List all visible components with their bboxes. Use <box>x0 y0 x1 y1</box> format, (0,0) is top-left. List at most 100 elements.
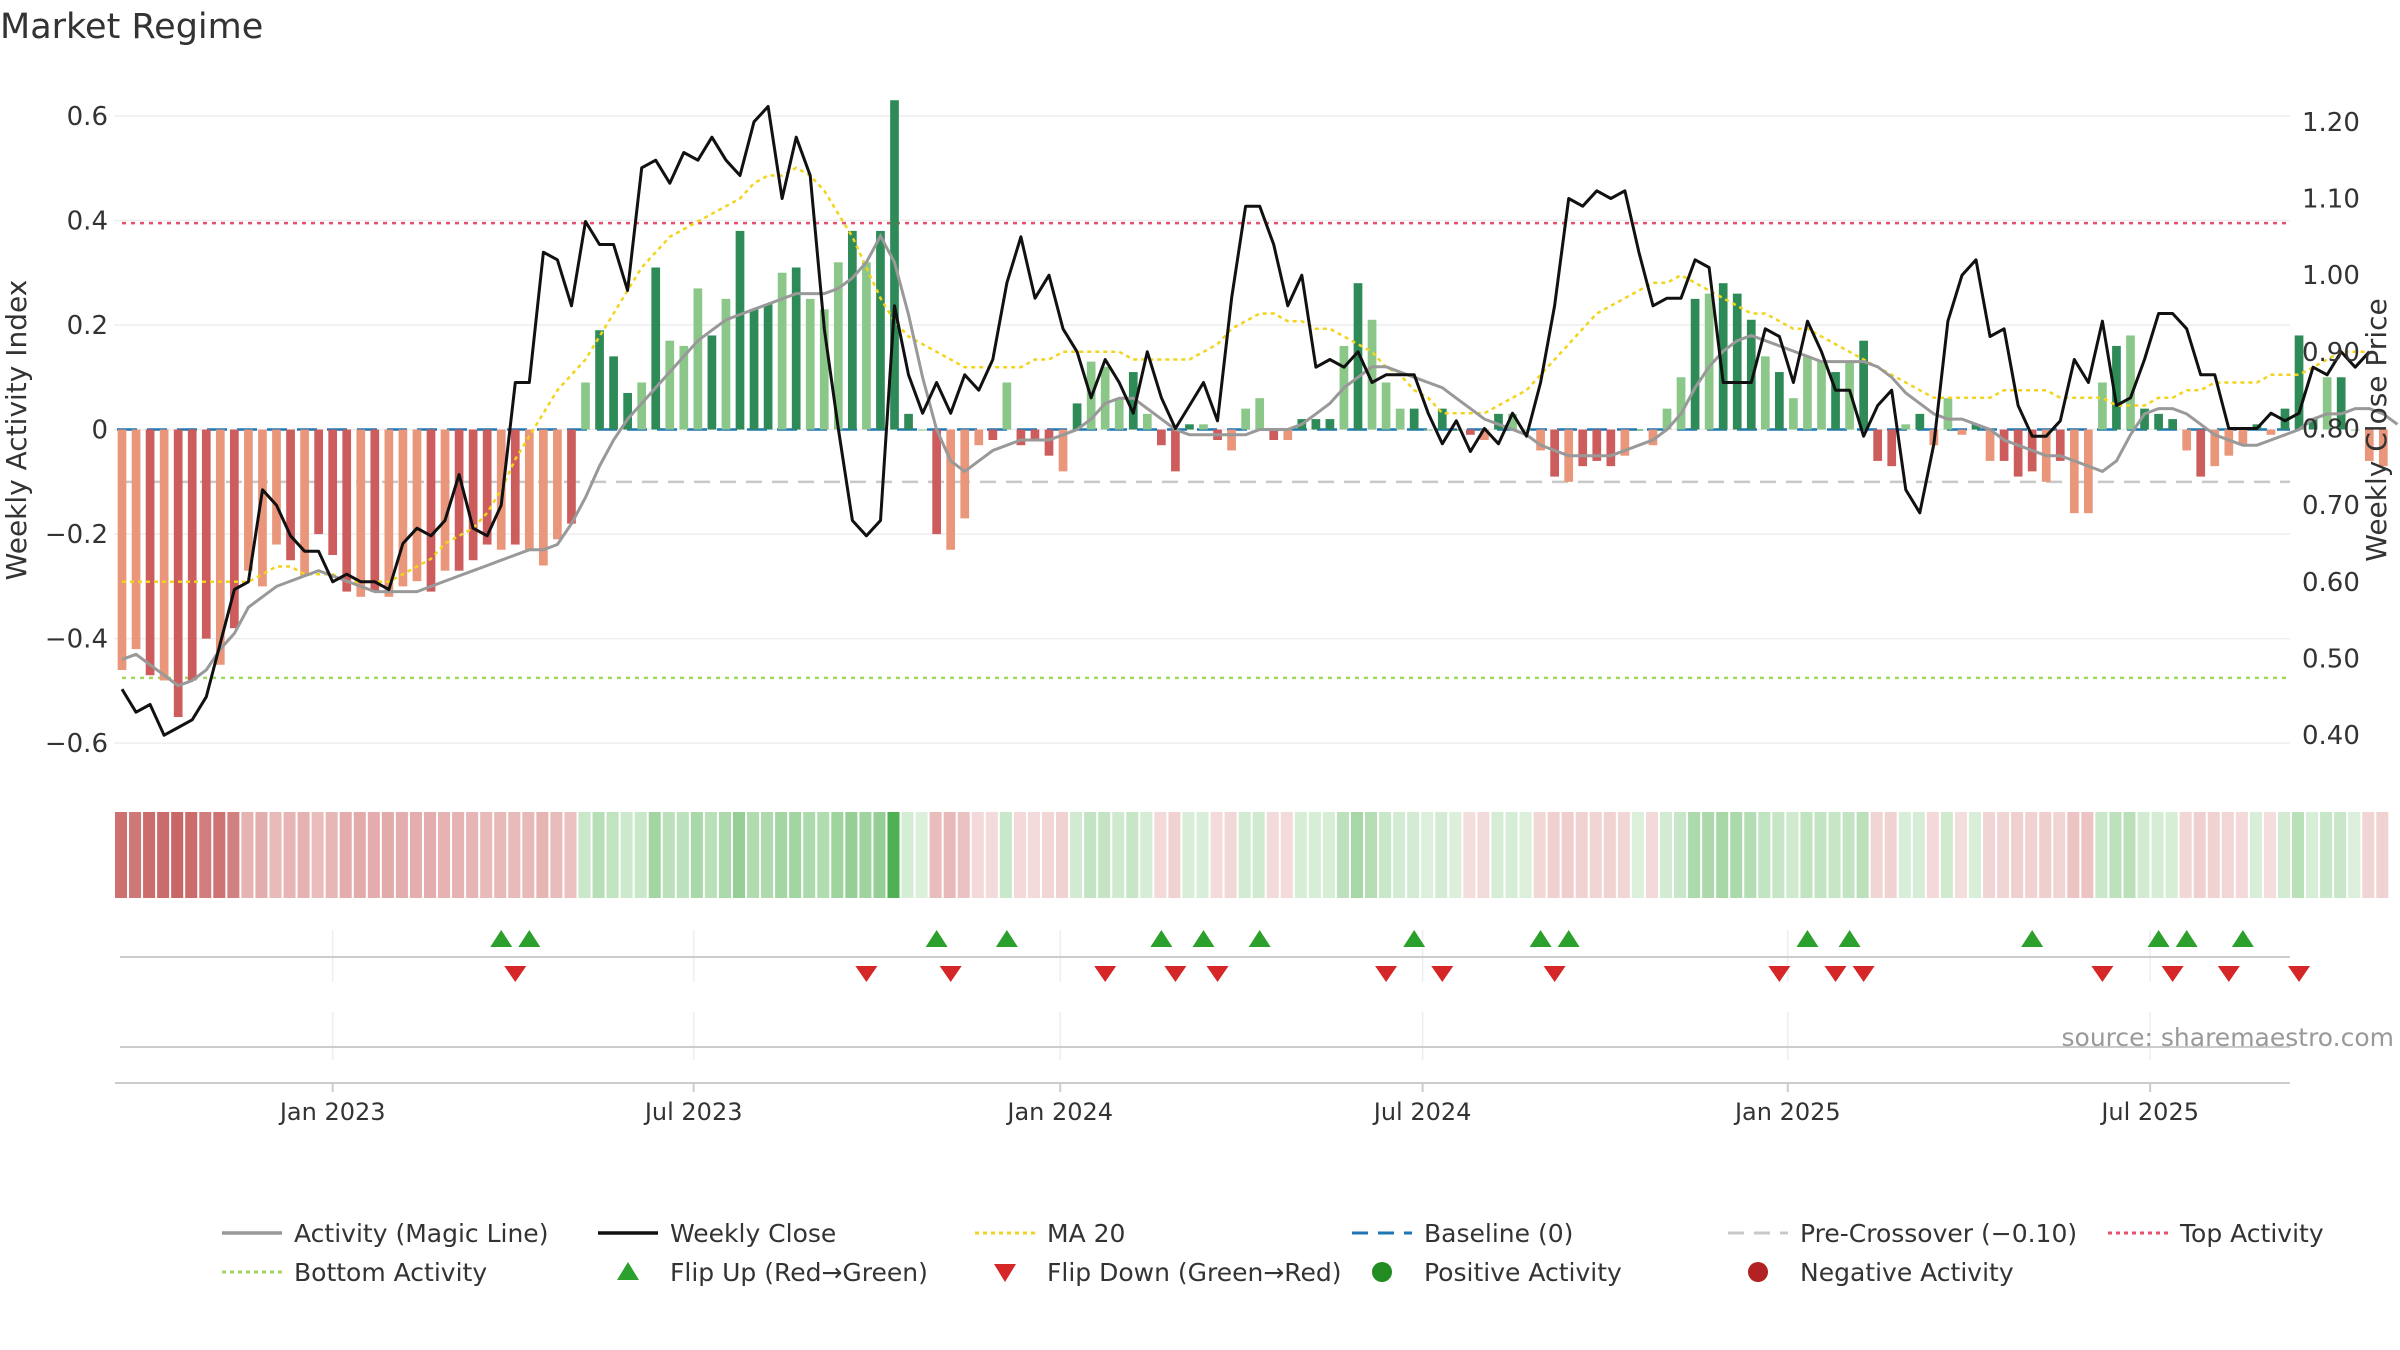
heat-cell <box>1308 812 1321 898</box>
heat-cell <box>494 812 507 898</box>
legend-label: Negative Activity <box>1800 1258 2014 1287</box>
heat-cell <box>185 812 198 898</box>
heat-cell <box>564 812 577 898</box>
heat-cell <box>578 812 591 898</box>
activity-bar <box>1859 340 1868 430</box>
heat-cell <box>1322 812 1335 898</box>
activity-bar <box>342 429 352 592</box>
activity-bar <box>637 382 647 430</box>
x-tick-label: Jan 2023 <box>278 1098 386 1126</box>
left-tick-label: −0.6 <box>45 729 108 759</box>
right-tick-label: 0.80 <box>2302 415 2360 445</box>
activity-bar <box>763 304 773 430</box>
activity-bar <box>1171 429 1180 472</box>
activity-bar <box>1269 429 1279 440</box>
heat-cell <box>1238 812 1251 898</box>
activity-bar <box>1971 424 1981 430</box>
activity-bar <box>1690 298 1700 430</box>
heat-cell <box>1631 812 1644 898</box>
heat-cell <box>227 812 240 898</box>
activity-bar <box>1943 398 1953 430</box>
activity-bar <box>777 272 787 430</box>
legend-label: Flip Up (Red→Green) <box>670 1258 928 1287</box>
heat-cell <box>817 812 830 898</box>
activity-bar <box>2238 429 2248 446</box>
activity-bar <box>974 429 984 446</box>
heat-cell <box>1940 812 1953 898</box>
heat-cell <box>1435 812 1448 898</box>
flip-up-marker <box>2231 930 2254 947</box>
flip-down-marker <box>1094 966 1117 982</box>
heat-cell <box>423 812 437 898</box>
heat-cell <box>1561 812 1574 898</box>
heat-cell <box>2193 812 2206 898</box>
activity-bar <box>1999 429 2009 461</box>
heat-cell <box>2137 812 2150 898</box>
heat-cell <box>1589 812 1602 898</box>
heat-cell <box>1547 812 1560 898</box>
activity-bar <box>1873 429 1883 461</box>
legend-label: Positive Activity <box>1424 1258 1622 1287</box>
x-tick-label: Jul 2025 <box>2099 1098 2199 1126</box>
flip-up-marker <box>925 930 948 947</box>
activity-bar <box>918 429 927 431</box>
activity-bar <box>946 429 956 550</box>
flip-down-marker <box>2161 966 2184 982</box>
activity-bar <box>819 309 829 430</box>
right-tick-label: 0.50 <box>2302 645 2360 675</box>
activity-bar <box>468 429 478 561</box>
heat-cell <box>409 812 422 898</box>
heat-cell <box>662 812 675 898</box>
activity-bar <box>1831 372 1840 430</box>
heat-cell <box>1870 812 1883 898</box>
activity-bar <box>454 429 464 571</box>
heat-cell <box>1828 812 1841 898</box>
heat-cell <box>199 812 212 898</box>
secondary-panel <box>115 1046 2290 1084</box>
heat-cell <box>1126 812 1139 898</box>
flip-down-marker <box>939 966 962 982</box>
heat-cell <box>592 812 605 898</box>
activity-bar <box>1002 382 1012 430</box>
activity-bar <box>145 429 155 676</box>
activity-bar <box>1789 398 1798 430</box>
activity-bar <box>1072 403 1082 430</box>
activity-bar <box>2336 377 2346 430</box>
flip-up-marker <box>1150 930 1173 947</box>
heat-cell <box>2306 812 2319 898</box>
activity-bar <box>1437 408 1447 430</box>
activity-bar <box>1353 283 1363 430</box>
activity-bar <box>1704 293 1714 430</box>
activity-bar <box>1142 413 1152 430</box>
activity-bar <box>2098 382 2107 430</box>
heat-cell <box>452 812 465 898</box>
activity-bar <box>932 429 941 535</box>
heat-cell <box>1463 812 1476 898</box>
heat-cell <box>339 812 352 898</box>
left-tick-label: 0.2 <box>67 311 108 341</box>
x-tick-label: Jan 2024 <box>1005 1098 1113 1126</box>
heat-cell <box>1182 812 1195 898</box>
heat-cell <box>2277 812 2291 898</box>
flip-down-marker <box>1768 966 1791 982</box>
activity-bar <box>230 429 239 629</box>
activity-bar <box>1185 424 1194 430</box>
legend-dot-icon <box>1748 1262 1768 1282</box>
activity-bar <box>201 429 211 639</box>
legend-label: Weekly Close <box>670 1219 836 1248</box>
activity-bar <box>1409 408 1419 430</box>
heat-cell <box>2151 812 2164 898</box>
heat-cell <box>831 812 844 898</box>
activity-bar <box>2140 408 2149 430</box>
activity-bar <box>1634 429 1644 431</box>
activity-bars <box>117 100 2388 718</box>
heat-cell <box>1997 812 2010 898</box>
legend-item: Activity (Magic Line) <box>222 1219 548 1248</box>
activity-bar <box>1845 361 1854 430</box>
heat-cell <box>1407 812 1420 898</box>
flip-events-panel <box>120 930 2311 982</box>
legend: Activity (Magic Line) Weekly Close MA 20 Ba… <box>222 1219 2324 1287</box>
heat-cell <box>999 812 1012 898</box>
flip-up-marker <box>2021 930 2044 947</box>
activity-bar <box>2182 429 2192 451</box>
